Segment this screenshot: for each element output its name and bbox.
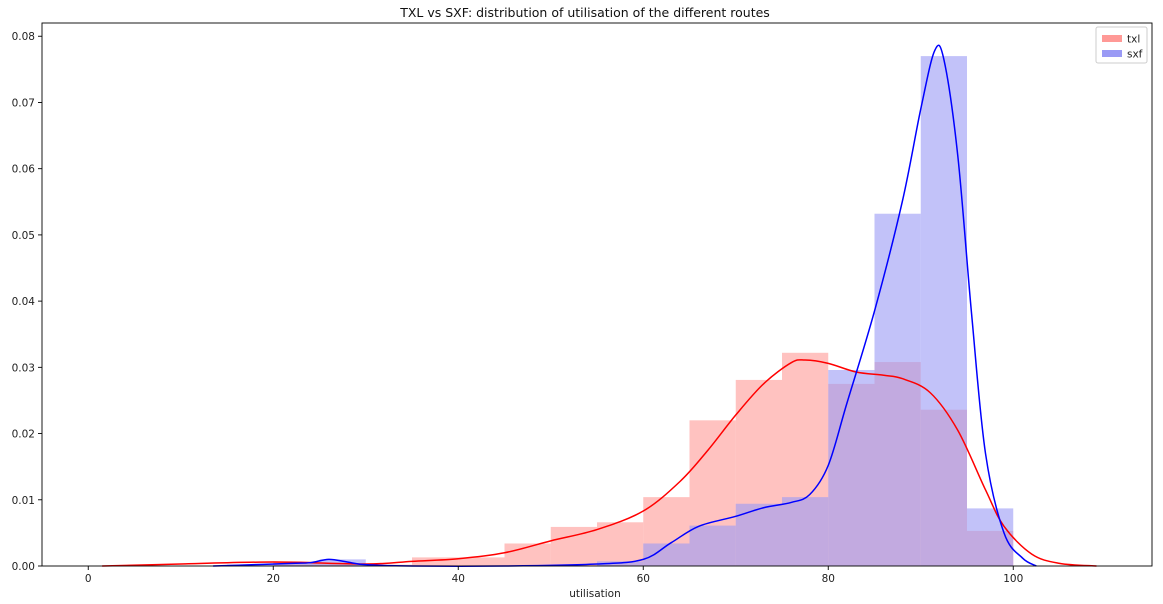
- y-tick-label: 0.02: [12, 429, 35, 441]
- txl-histogram-bar: [458, 557, 505, 566]
- x-tick-label: 80: [822, 573, 835, 585]
- sxf-histogram-bar: [597, 561, 644, 566]
- sxf-histogram-bar: [782, 497, 829, 566]
- txl-kde-line: [102, 359, 1097, 567]
- legend-swatch-txl: [1102, 35, 1122, 42]
- chart-title: TXL vs SXF: distribution of utilisation …: [399, 5, 770, 20]
- x-axis-title: utilisation: [569, 588, 621, 600]
- sxf-histogram-bar: [920, 56, 967, 567]
- legend-swatch-sxf: [1102, 50, 1122, 57]
- txl-histogram-bar: [550, 526, 597, 566]
- y-tick-label: 0.04: [12, 296, 36, 308]
- y-tick-label: 0.07: [12, 97, 35, 109]
- sxf-kde-line: [213, 44, 1037, 567]
- y-tick-label: 0.03: [12, 362, 35, 374]
- sxf-histogram-bar: [689, 525, 736, 566]
- x-tick-label: 0: [85, 573, 92, 585]
- sxf-histogram-bar: [319, 559, 366, 566]
- legend-label-txl: txl: [1127, 34, 1140, 46]
- x-tick-label: 100: [1003, 573, 1023, 585]
- y-tick-label: 0.06: [12, 164, 36, 176]
- sxf-histogram-bar: [643, 543, 690, 566]
- y-tick-label: 0.00: [12, 561, 35, 573]
- txl-histogram-bar: [504, 543, 551, 566]
- sxf-histogram-bar: [273, 563, 320, 566]
- plot-area: 0 20 40 60 80 100 0.00 0.01 0.02 0.03 0.04 0.05 0.06…: [12, 22, 1153, 585]
- y-tick-label: 0.05: [12, 230, 35, 242]
- x-tick-label: 40: [452, 573, 465, 585]
- y-tick-label: 0.01: [12, 495, 35, 507]
- txl-histogram-bar: [597, 522, 644, 566]
- sxf-histogram-bar: [735, 503, 782, 566]
- legend-label-sxf: sxf: [1127, 49, 1143, 61]
- x-tick-label: 60: [637, 573, 650, 585]
- x-tick-label: 20: [267, 573, 280, 585]
- plot-frame: [41, 22, 1153, 567]
- sxf-histogram-bar: [874, 213, 921, 566]
- y-tick-label: 0.08: [12, 31, 35, 43]
- sxf-histogram-bar: [828, 369, 875, 566]
- txl-histogram-bar: [412, 557, 459, 566]
